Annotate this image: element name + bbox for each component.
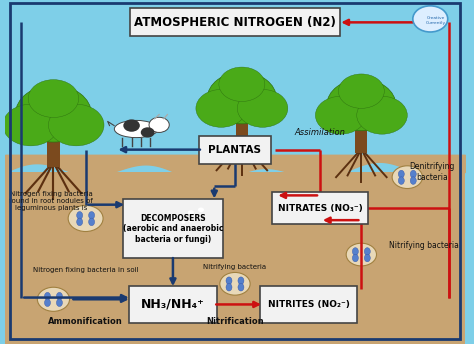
Circle shape	[141, 127, 155, 138]
FancyBboxPatch shape	[130, 9, 340, 36]
Ellipse shape	[352, 248, 358, 255]
Ellipse shape	[77, 212, 82, 219]
Polygon shape	[173, 204, 219, 220]
Circle shape	[139, 209, 174, 235]
Circle shape	[188, 219, 192, 222]
Ellipse shape	[183, 224, 191, 239]
Text: NITRITES (NO₂⁻): NITRITES (NO₂⁻)	[267, 300, 349, 309]
Ellipse shape	[226, 283, 232, 291]
Text: NITRATES (NO₃⁻): NITRATES (NO₃⁻)	[278, 204, 362, 213]
Ellipse shape	[149, 222, 155, 229]
Circle shape	[219, 67, 265, 101]
Ellipse shape	[365, 254, 370, 262]
Polygon shape	[171, 216, 202, 227]
Circle shape	[37, 287, 70, 311]
Circle shape	[179, 215, 184, 219]
Circle shape	[149, 117, 169, 132]
FancyBboxPatch shape	[123, 200, 223, 258]
FancyBboxPatch shape	[199, 136, 271, 164]
Circle shape	[237, 89, 288, 127]
Text: Denitrifying
bacteria: Denitrifying bacteria	[410, 162, 455, 182]
Ellipse shape	[89, 212, 95, 219]
Circle shape	[357, 96, 407, 134]
Text: Nitrification: Nitrification	[206, 317, 264, 326]
Ellipse shape	[56, 292, 63, 300]
Bar	[5, 172, 465, 344]
Polygon shape	[159, 212, 196, 226]
Ellipse shape	[410, 177, 416, 184]
FancyBboxPatch shape	[129, 286, 217, 323]
Bar	[356, 120, 367, 153]
Circle shape	[123, 119, 140, 132]
Ellipse shape	[238, 277, 244, 284]
Circle shape	[315, 96, 366, 134]
Ellipse shape	[352, 254, 358, 262]
Circle shape	[171, 217, 176, 221]
Ellipse shape	[410, 170, 416, 178]
Circle shape	[220, 272, 250, 295]
Text: Nitrifying bacteria: Nitrifying bacteria	[389, 241, 459, 250]
Text: NH₃/NH₄⁺: NH₃/NH₄⁺	[141, 298, 205, 311]
Ellipse shape	[45, 299, 50, 307]
Ellipse shape	[226, 277, 232, 284]
Circle shape	[28, 80, 79, 118]
Ellipse shape	[77, 218, 82, 226]
Ellipse shape	[149, 215, 155, 223]
Circle shape	[346, 243, 376, 266]
Bar	[47, 131, 60, 167]
Ellipse shape	[238, 283, 244, 291]
Circle shape	[48, 104, 104, 146]
Ellipse shape	[191, 215, 201, 238]
Circle shape	[413, 6, 448, 32]
Ellipse shape	[89, 218, 95, 226]
Ellipse shape	[158, 222, 164, 229]
Circle shape	[327, 79, 396, 131]
Ellipse shape	[114, 120, 158, 138]
Circle shape	[338, 74, 384, 108]
Circle shape	[196, 89, 246, 127]
Circle shape	[208, 72, 276, 124]
Circle shape	[3, 104, 58, 146]
Circle shape	[181, 221, 185, 224]
Circle shape	[392, 166, 422, 189]
Ellipse shape	[45, 292, 50, 300]
Circle shape	[188, 210, 194, 215]
Bar	[236, 114, 248, 146]
Circle shape	[198, 207, 204, 212]
Text: PLANTAS: PLANTAS	[209, 144, 262, 155]
Text: Nitrogen fixing bacteria in soil: Nitrogen fixing bacteria in soil	[33, 267, 138, 273]
Ellipse shape	[173, 222, 182, 240]
FancyBboxPatch shape	[272, 193, 368, 224]
Ellipse shape	[158, 215, 164, 223]
Ellipse shape	[398, 170, 404, 178]
Text: Assimilation: Assimilation	[294, 128, 346, 137]
Text: Ammonification: Ammonification	[48, 317, 123, 326]
Text: Nitrifying bacteria: Nitrifying bacteria	[203, 264, 266, 270]
Ellipse shape	[398, 177, 404, 184]
Ellipse shape	[56, 299, 63, 307]
Text: Nitrogen fixing bacteria
found in root nodules of
leguminous plants is: Nitrogen fixing bacteria found in root n…	[9, 191, 93, 211]
Ellipse shape	[365, 248, 370, 255]
Circle shape	[16, 85, 91, 142]
Text: DECOMPOSERS
(aerobic and anaerobic
bacteria or fungi): DECOMPOSERS (aerobic and anaerobic bacte…	[123, 214, 223, 244]
Text: ATMOSPHERIC NITROGEN (N2): ATMOSPHERIC NITROGEN (N2)	[134, 16, 336, 29]
Text: Creative
Currently: Creative Currently	[426, 17, 447, 25]
FancyBboxPatch shape	[260, 286, 357, 323]
Circle shape	[68, 205, 103, 232]
